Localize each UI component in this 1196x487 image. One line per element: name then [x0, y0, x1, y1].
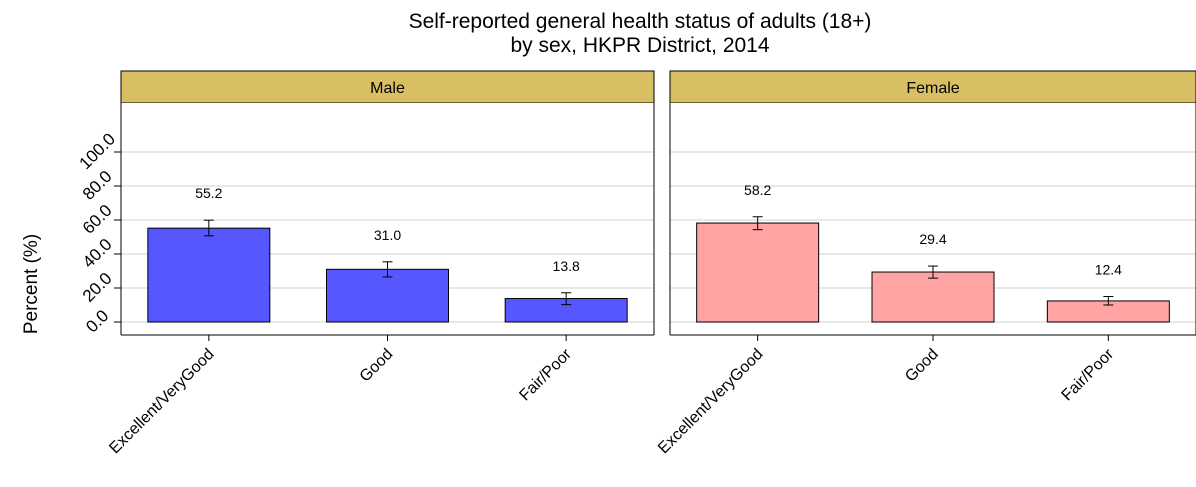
x-tick-label: Good	[902, 346, 942, 386]
bar	[696, 222, 820, 323]
chart-subtitle: by sex, HKPR District, 2014	[510, 34, 769, 57]
y-tick-label: 20.0	[79, 269, 116, 306]
data-label: 29.4	[919, 231, 946, 247]
x-tick-label: Excellent/VeryGood	[655, 346, 766, 457]
y-tick-label: 100.0	[76, 130, 120, 174]
bar	[871, 271, 995, 323]
facet-strip-label: Male	[370, 80, 405, 97]
x-tick-label: Good	[357, 346, 397, 386]
y-tick-label: 40.0	[79, 235, 116, 272]
panel-female: Female 58.2 Excellent/VeryGood 29.4 Good 12.4…	[655, 70, 1196, 457]
y-tick-label: 60.0	[79, 201, 116, 238]
y-tick-label: 0.0	[82, 306, 112, 336]
panels: Male 55.2 Excellent/VeryGood 31.0 Good 13.8 Fa…	[106, 70, 1196, 457]
bar	[147, 227, 271, 323]
data-label: 55.2	[195, 185, 222, 201]
data-label: 31.0	[374, 227, 401, 243]
x-tick-label: Excellent/VeryGood	[106, 346, 217, 457]
facet-strip-label: Female	[906, 80, 959, 97]
y-axis-label: Percent (%)	[21, 234, 42, 334]
data-label: 12.4	[1095, 262, 1122, 278]
data-label: 13.8	[553, 258, 580, 274]
bar	[326, 268, 449, 323]
x-tick-label: Fair/Poor	[1059, 345, 1118, 404]
facet-strip	[669, 70, 1196, 104]
panel-male: Male 55.2 Excellent/VeryGood 31.0 Good 13.8 Fa…	[106, 70, 655, 457]
y-tick-label: 80.0	[79, 167, 116, 204]
chart-title: Self-reported general health status of a…	[409, 10, 872, 33]
data-label: 58.2	[744, 182, 771, 198]
x-tick-label: Fair/Poor	[516, 345, 575, 404]
